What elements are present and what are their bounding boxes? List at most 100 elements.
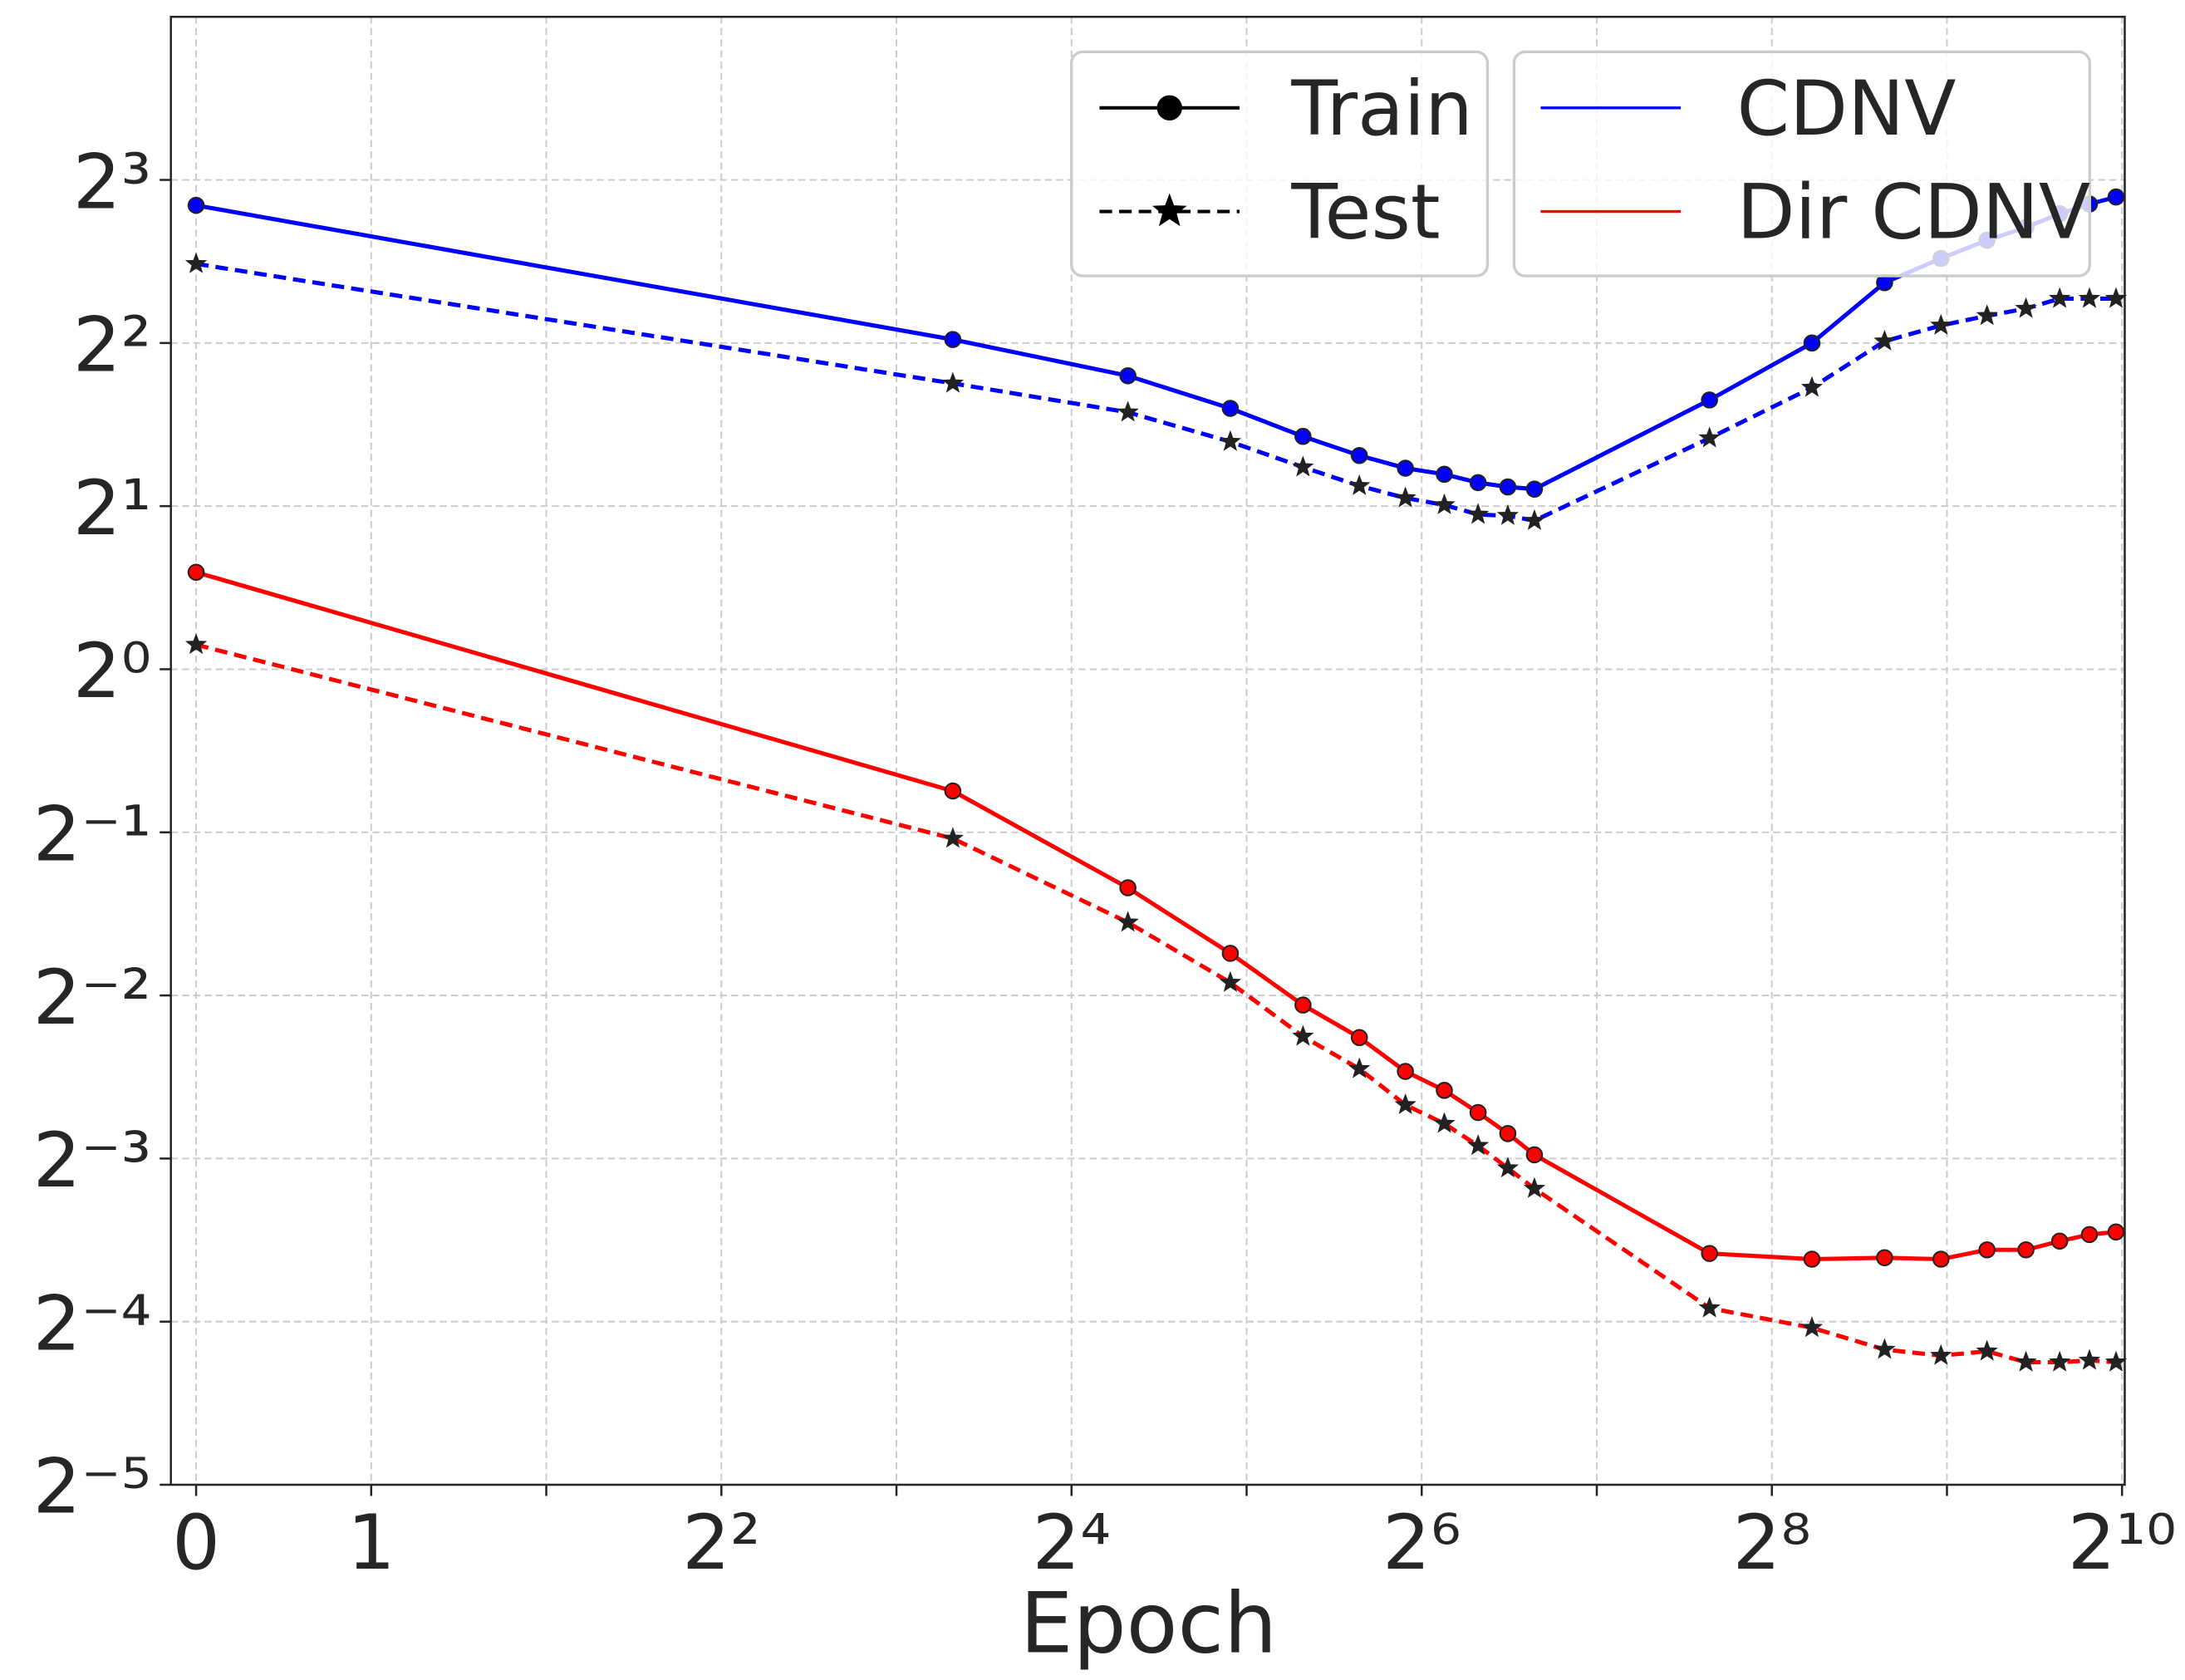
data-point	[1932, 1250, 1950, 1268]
y-tick-label: 2²	[73, 302, 151, 390]
data-point	[2048, 1350, 2071, 1372]
data-point	[1117, 911, 1139, 932]
legend-line-styles: Train Test	[1070, 50, 1490, 278]
y-tick-label: 2³	[73, 139, 151, 226]
y-tick-label: 2⁻³	[33, 1118, 151, 1205]
data-point	[1930, 313, 1952, 335]
data-point	[1496, 1157, 1520, 1178]
data-point	[2078, 1348, 2101, 1370]
data-point	[1496, 504, 1520, 525]
legend-label: Train	[1290, 66, 1472, 153]
data-point	[1292, 455, 1314, 477]
data-point	[944, 782, 962, 800]
data-point	[1397, 459, 1414, 477]
data-point	[2050, 1232, 2069, 1250]
data-point	[1294, 427, 1312, 445]
data-point	[941, 371, 965, 393]
data-point	[1803, 334, 1821, 352]
data-point	[2078, 287, 2101, 308]
x-tick-label: 1	[347, 1500, 395, 1587]
data-point	[941, 827, 965, 848]
data-point	[1221, 400, 1240, 417]
data-point	[1436, 1082, 1453, 1099]
data-point	[1119, 367, 1137, 385]
data-point	[2048, 287, 2071, 308]
data-point	[1294, 996, 1312, 1014]
x-tick-label: 2²	[682, 1500, 760, 1587]
data-point	[1701, 1245, 1718, 1262]
data-point	[1523, 1176, 1546, 1198]
plot-frame	[169, 15, 2126, 1486]
legend-series: CDNV Dir CDNV	[1512, 50, 2092, 278]
data-point	[1219, 970, 1242, 992]
data-point	[1469, 474, 1487, 492]
data-point	[1525, 480, 1544, 498]
series-line	[195, 570, 2117, 1262]
y-tick-label: 2⁻¹	[33, 791, 151, 878]
x-tick-label: 2⁴	[1033, 1500, 1111, 1587]
x-tick-label: 0	[172, 1500, 220, 1587]
data-point	[1978, 1240, 1996, 1259]
grid	[170, 17, 2125, 1486]
x-axis-label: Epoch	[1020, 1574, 1278, 1672]
y-tick-label: 2⁻⁴	[33, 1280, 151, 1368]
data-point	[2104, 287, 2128, 308]
data-point	[1436, 465, 1453, 484]
data-point	[1803, 1250, 1821, 1268]
data-point	[1219, 430, 1242, 451]
data-point	[1523, 508, 1546, 530]
x-tick-label: 2¹⁰	[2068, 1500, 2177, 1587]
data-point	[1499, 1125, 1517, 1142]
legend-label: CDNV	[1736, 66, 1956, 153]
series-line	[195, 262, 2117, 523]
data-point	[1350, 446, 1368, 464]
data-point	[1117, 400, 1139, 422]
data-point	[1348, 474, 1371, 495]
data-point	[944, 331, 962, 348]
data-point	[1499, 478, 1517, 496]
data-point	[1433, 1112, 1456, 1133]
data-point	[1873, 1338, 1896, 1359]
data-point	[1800, 1316, 1824, 1338]
data-point	[1397, 1063, 1414, 1080]
data-point	[1930, 1344, 1952, 1365]
data-point	[1350, 1029, 1368, 1047]
data-point	[1800, 376, 1824, 397]
data-point	[1976, 1339, 1998, 1361]
x-tick-label: 2⁶	[1382, 1500, 1461, 1587]
data-point	[1698, 426, 1721, 448]
data-point	[1348, 1057, 1371, 1078]
y-tick-label: 2⁻⁵	[33, 1444, 151, 1531]
data-point	[2017, 1240, 2035, 1259]
data-point	[184, 252, 208, 273]
data-point	[1466, 503, 1490, 524]
data-point	[1701, 391, 1718, 409]
data-point	[187, 196, 205, 214]
data-point	[1394, 486, 1417, 508]
data-point	[2080, 1226, 2099, 1244]
y-tick-label: 2⁻²	[33, 955, 151, 1042]
data-point	[1698, 1296, 1721, 1318]
x-tick-label: 2⁸	[1733, 1500, 1811, 1587]
data-point	[1433, 493, 1456, 514]
data-point	[1119, 879, 1137, 896]
data-point	[2015, 297, 2037, 318]
data-point	[1292, 1024, 1314, 1046]
data-point	[1525, 1146, 1544, 1164]
data-point	[184, 633, 208, 655]
data-point	[2015, 1350, 2037, 1372]
data-point	[2104, 1350, 2128, 1372]
data-point	[1151, 193, 1187, 227]
data-point	[1156, 95, 1182, 120]
data-point	[1469, 1103, 1487, 1122]
data-point	[2107, 1223, 2125, 1241]
data-point	[2107, 188, 2125, 206]
data-point	[1876, 1249, 1893, 1267]
data-point	[1466, 1134, 1490, 1156]
series-line	[195, 642, 2117, 1365]
y-tick-label: 2¹	[73, 465, 151, 553]
data-point	[1221, 945, 1240, 962]
data-point	[187, 563, 205, 582]
data-point	[1873, 329, 1896, 351]
